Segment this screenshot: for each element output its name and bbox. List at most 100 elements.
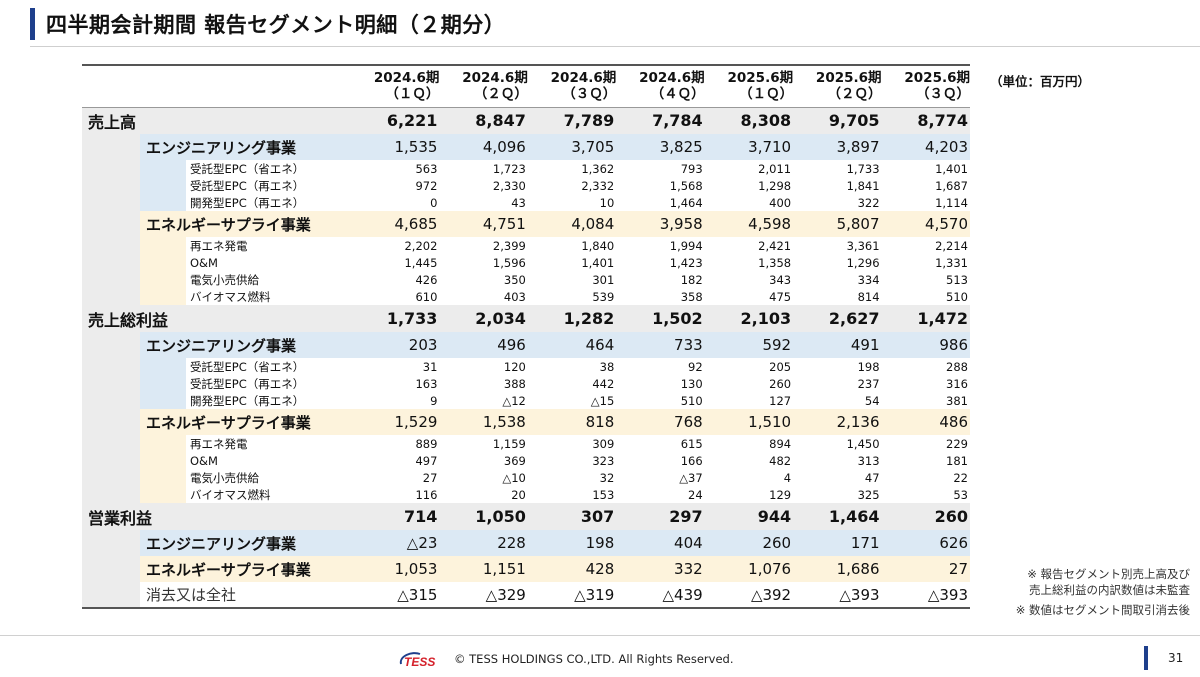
value-cell: 889 — [415, 436, 438, 451]
column-header: 2024.6期 （３Ｑ） — [527, 65, 617, 107]
value-cell: 1,538 — [439, 409, 528, 435]
table-row-det: 開発型EPC（再エネ） 0 43 10 1,464 400 322 1,114 — [82, 194, 970, 211]
value-cell: 3,825 — [616, 134, 705, 160]
value-cell: 7,784 — [616, 107, 705, 134]
row-indent — [82, 358, 140, 375]
value-cell: 1,535 — [351, 134, 440, 160]
value-cell: 1,686 — [793, 556, 882, 582]
value-cell: 8,774 — [881, 107, 970, 134]
column-header-period: 2025.6期 — [815, 70, 882, 87]
row-label: 営業利益 — [82, 503, 351, 530]
value-cell: 2,330 — [492, 178, 526, 193]
row-label: 開発型EPC（再エネ） — [190, 195, 305, 210]
value-cell: 404 — [616, 530, 705, 556]
value-cell: 3,361 — [846, 238, 880, 253]
footer-divider — [0, 635, 1200, 636]
table-row-sub: エンジニアリング事業 1,535 4,096 3,705 3,825 3,710 3,897… — [82, 134, 970, 160]
tess-logo: TESS — [399, 652, 435, 669]
table-row-det: O&M 497 369 323 166 482 313 181 — [82, 452, 970, 469]
table-row-sub: エンジニアリング事業 203 496 464 733 592 491 986 — [82, 332, 970, 358]
value-cell: △12 — [502, 393, 526, 408]
value-cell: 510 — [680, 393, 703, 408]
value-cell: 47 — [864, 470, 880, 485]
column-header-period: 2024.6期 — [550, 70, 617, 87]
value-cell: 313 — [857, 453, 880, 468]
value-cell: 1,358 — [758, 255, 792, 270]
value-cell: 181 — [946, 453, 968, 468]
title-divider — [30, 46, 1200, 47]
value-cell: 1,733 — [351, 305, 440, 332]
value-cell: 203 — [351, 332, 440, 358]
value-cell: △393 — [927, 585, 968, 604]
value-cell: 288 — [946, 359, 968, 374]
value-cell: 334 — [857, 272, 880, 287]
table-row-sub: エネルギーサプライ事業 4,685 4,751 4,084 3,958 4,598 5,80… — [82, 211, 970, 237]
value-cell: 1,053 — [351, 556, 440, 582]
value-cell: 2,214 — [935, 238, 968, 253]
row-label: 売上総利益 — [82, 305, 351, 332]
table-row-main: 売上総利益 1,733 2,034 1,282 1,502 2,103 2,627 1,472 — [82, 305, 970, 332]
row-indent — [82, 435, 140, 452]
value-cell: 0 — [430, 195, 438, 210]
value-cell: 563 — [415, 161, 438, 176]
column-header: 2024.6期 （４Ｑ） — [616, 65, 705, 107]
row-label: 受託型EPC（再エネ） — [190, 178, 305, 193]
title-accent-bar — [30, 8, 35, 40]
value-cell: 1,362 — [581, 161, 615, 176]
row-indent — [82, 582, 140, 608]
column-header-period: 2025.6期 — [727, 70, 794, 87]
table-row-elim: 消去又は全社 △315 △329 △319 △439 △392 △393 △393 — [82, 582, 970, 608]
value-cell: 129 — [769, 487, 792, 502]
value-cell: 31 — [422, 359, 438, 374]
table-row-det: 受託型EPC（省エネ） 563 1,723 1,362 793 2,011 1,733 1,4… — [82, 160, 970, 177]
row-label: 受託型EPC（省エネ） — [190, 359, 305, 374]
value-cell: 381 — [946, 393, 968, 408]
value-cell: △15 — [590, 393, 615, 408]
row-label: 受託型EPC（省エネ） — [190, 161, 305, 176]
value-cell: 2,332 — [581, 178, 615, 193]
footnote-line-1: ※ 報告セグメント別売上高及び — [1027, 567, 1190, 581]
table-row-det: バイオマス燃料 116 20 153 24 129 325 53 — [82, 486, 970, 503]
column-header: 2025.6期 （３Ｑ） — [881, 65, 970, 107]
value-cell: 1,298 — [758, 178, 792, 193]
footnote-line-2: 売上総利益の内訳数値は未監査 — [1029, 583, 1190, 597]
value-cell: 6,221 — [351, 107, 440, 134]
unit-label: （単位：百万円） — [990, 74, 1091, 89]
row-indent-color — [140, 194, 186, 211]
row-indent — [82, 288, 140, 305]
column-header-period: 2024.6期 — [373, 70, 440, 87]
value-cell: 8,847 — [439, 107, 528, 134]
value-cell: 1,423 — [669, 255, 703, 270]
value-cell: 1,076 — [704, 556, 794, 582]
value-cell: 343 — [769, 272, 792, 287]
copyright-text: © TESS HOLDINGS CO.,LTD. All Rights Rese… — [454, 652, 734, 666]
value-cell: 1,841 — [846, 178, 880, 193]
value-cell: 1,296 — [846, 255, 880, 270]
value-cell: 1,445 — [404, 255, 438, 270]
value-cell: 32 — [599, 470, 615, 485]
row-label: エンジニアリング事業 — [140, 332, 351, 358]
value-cell: 27 — [422, 470, 438, 485]
table-row-det: 再エネ発電 2,202 2,399 1,840 1,994 2,421 3,361 2,214 — [82, 237, 970, 254]
row-label: エネルギーサプライ事業 — [140, 211, 351, 237]
value-cell: 1,733 — [846, 161, 880, 176]
value-cell: 400 — [769, 195, 792, 210]
row-indent — [82, 409, 140, 435]
value-cell: 24 — [688, 487, 703, 502]
row-indent — [82, 469, 140, 486]
value-cell: 610 — [415, 289, 438, 304]
value-cell: 4 — [783, 470, 792, 485]
row-indent-color — [140, 288, 186, 305]
value-cell: 163 — [415, 376, 438, 391]
row-label: エネルギーサプライ事業 — [140, 409, 351, 435]
value-cell: 491 — [793, 332, 882, 358]
value-cell: 307 — [527, 503, 617, 530]
row-label: バイオマス燃料 — [190, 289, 271, 304]
value-cell: 54 — [864, 393, 880, 408]
value-cell: 1,159 — [492, 436, 526, 451]
row-indent — [82, 237, 140, 254]
value-cell: 8,308 — [704, 107, 794, 134]
value-cell: 4,096 — [439, 134, 528, 160]
value-cell: 182 — [680, 272, 703, 287]
value-cell: △10 — [502, 470, 526, 485]
